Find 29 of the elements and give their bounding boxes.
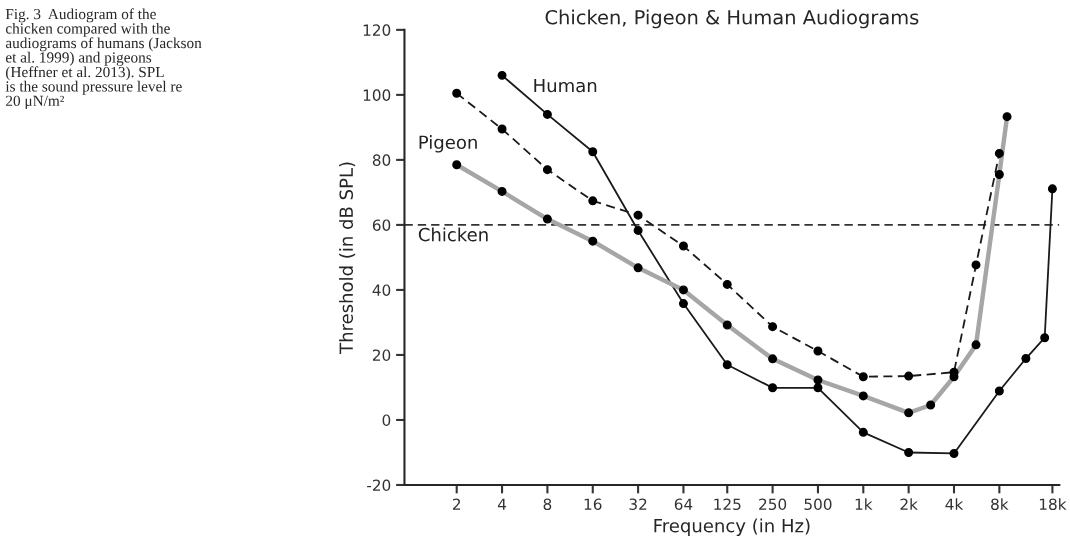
y-tick-label: 60 [372,219,391,231]
y-tick-label: 100 [363,89,391,101]
x-tick-label: 8k [991,498,1009,510]
y-tick-label: 0 [382,414,391,426]
series-label: Pigeon [419,135,477,153]
x-tick-label: 18k [1039,498,1067,510]
x-tick-label: 1k [855,498,873,510]
x-tick-label: 250 [759,498,787,510]
series-label: Chicken [418,227,488,242]
x-tick-label: 4k [945,498,964,510]
x-tick-label: 500 [804,498,832,510]
x-tick-label: 125 [714,498,741,510]
x-tick-label: 4 [497,498,507,510]
y-tick-label: 80 [372,154,391,166]
y-axis-title: Threshold (in dB SPL) [339,162,356,354]
y-tick-label: 120 [363,24,391,36]
y-tick-label: -20 [367,479,391,491]
x-tick-label: 8 [543,498,552,510]
x-tick-label: 64 [674,498,693,510]
x-axis-title: Frequency (in Hz) [654,518,810,536]
series-label: Human [534,78,597,93]
y-tick-label: 40 [372,284,391,296]
y-tick-label: 20 [372,349,391,361]
x-tick-label: 2k [900,498,918,510]
caption: Fig. 3 Audiogram of the chicken compared with the audiograms of humans (Jackson et al. 1999) and pigeons (Heffner et al. 2013). SPL is the sound pressure level re 20 μN/m² [5,8,202,110]
x-tick-label: 2 [452,498,461,510]
chart-title: Chicken, Pigeon & Human Audiograms [545,9,919,29]
x-tick-label: 32 [629,498,647,510]
x-tick-label: 16 [584,498,602,510]
